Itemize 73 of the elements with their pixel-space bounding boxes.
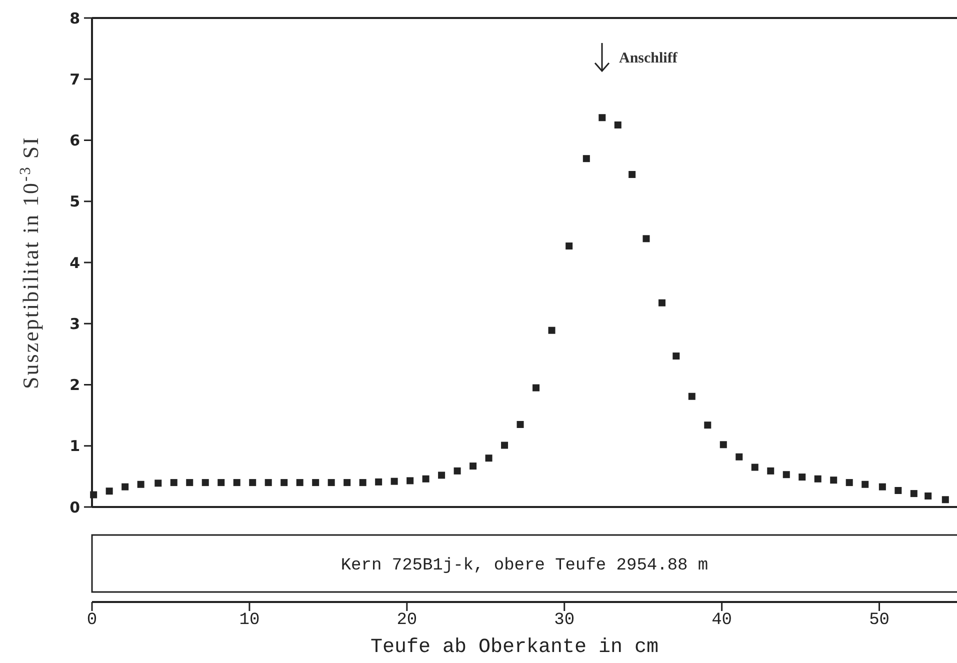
point xyxy=(202,479,209,486)
point xyxy=(532,384,540,392)
point xyxy=(280,479,288,486)
point xyxy=(186,479,194,486)
y-tick-label: 8 xyxy=(70,9,80,28)
point xyxy=(736,453,743,460)
y-tick-label: 2 xyxy=(70,376,80,394)
point xyxy=(122,483,129,490)
point xyxy=(704,422,712,429)
point xyxy=(501,442,508,449)
x-tick-label: 0 xyxy=(86,611,98,630)
point xyxy=(422,475,430,482)
y-tick-label: 0 xyxy=(70,498,80,516)
point xyxy=(814,475,822,482)
point xyxy=(137,480,144,488)
point xyxy=(924,492,932,500)
point xyxy=(296,479,304,486)
point xyxy=(894,486,902,494)
y-tick-label: 5 xyxy=(70,192,80,211)
point xyxy=(264,479,272,486)
x-tick-label: 50 xyxy=(869,611,890,630)
point xyxy=(154,480,162,487)
point xyxy=(582,155,590,162)
y-tick-label: 7 xyxy=(70,70,80,88)
point xyxy=(767,467,774,474)
y-tick-label: 1 xyxy=(70,437,80,456)
point xyxy=(390,478,398,485)
point xyxy=(642,235,650,242)
point xyxy=(344,479,351,486)
y-tick-label: 6 xyxy=(70,132,80,150)
point xyxy=(862,480,869,488)
point xyxy=(406,477,414,484)
point xyxy=(312,479,320,486)
x-tick-label: 10 xyxy=(239,611,260,630)
y-tick-label: 4 xyxy=(70,254,80,272)
point xyxy=(218,479,225,486)
point xyxy=(90,491,98,498)
point xyxy=(485,454,492,462)
y-tick-label: 3 xyxy=(70,314,80,333)
point xyxy=(438,472,446,479)
point xyxy=(516,420,524,428)
x-axis-title: Teufe ab Oberkante in cm xyxy=(370,636,659,659)
point xyxy=(614,121,622,128)
point xyxy=(751,464,758,471)
point xyxy=(628,170,636,178)
point xyxy=(375,478,382,486)
point xyxy=(782,471,790,478)
point xyxy=(566,242,573,250)
point xyxy=(328,479,335,486)
point xyxy=(548,326,556,334)
x-tick-label: 30 xyxy=(554,611,575,630)
point xyxy=(942,496,949,504)
text: Kern 725B1j-k, obere Teufe 2954.88 m xyxy=(340,556,708,576)
annotation: Anschliff xyxy=(619,50,678,66)
point xyxy=(249,479,256,486)
point xyxy=(688,392,696,400)
point xyxy=(598,114,606,122)
point xyxy=(233,479,240,486)
x-tick-label: 40 xyxy=(712,611,732,630)
point xyxy=(106,488,113,495)
point xyxy=(720,441,727,448)
point xyxy=(470,462,477,470)
point xyxy=(846,479,853,486)
point xyxy=(454,467,461,474)
point xyxy=(830,476,838,484)
point xyxy=(658,299,666,306)
point xyxy=(798,474,806,481)
x-tick-label: 20 xyxy=(396,611,418,630)
point xyxy=(878,483,886,490)
point xyxy=(359,479,366,486)
point xyxy=(672,352,680,360)
point xyxy=(910,490,918,498)
point xyxy=(170,479,178,486)
